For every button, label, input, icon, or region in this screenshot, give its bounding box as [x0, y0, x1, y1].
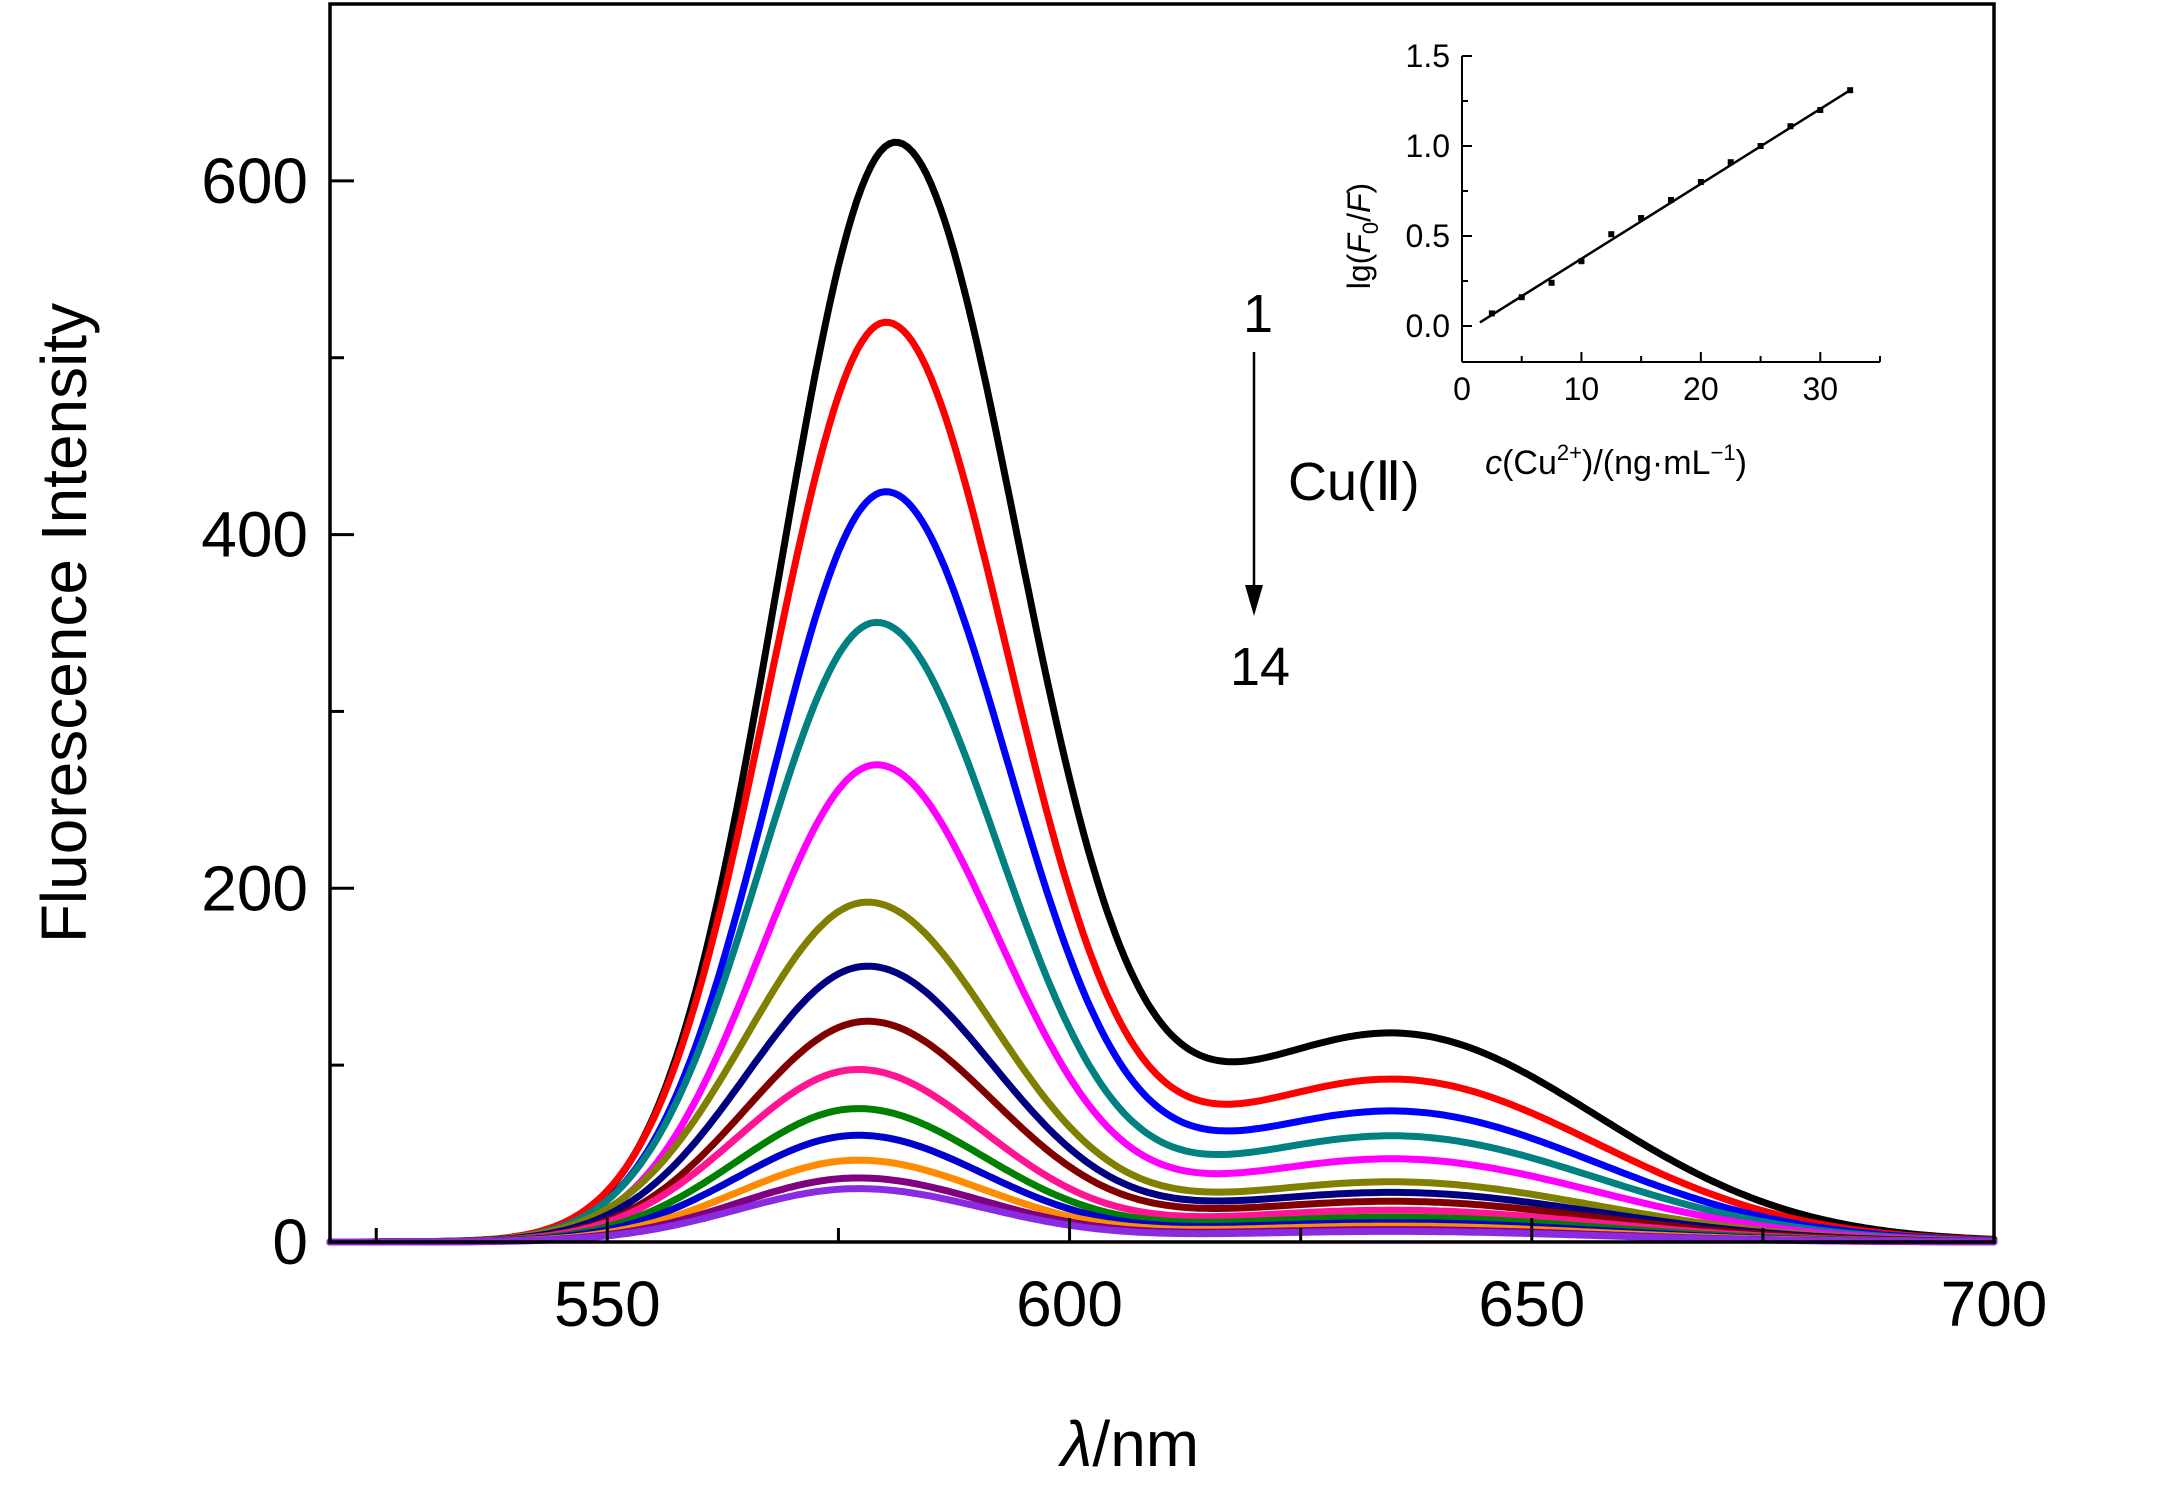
inset-data-point	[1548, 279, 1555, 286]
inset-x-label-unit: )/(ng·mL	[1582, 444, 1710, 482]
inset-x-axis-ticks: 0 10 20 30	[1453, 352, 1881, 407]
x-axis-label: λ/nm	[1058, 1408, 1199, 1480]
spectrum-line-4	[326, 618, 1998, 1246]
inset-y-tick-label: 1.5	[1406, 38, 1450, 74]
down-arrow-head	[1245, 585, 1263, 616]
plot-frame	[328, 2, 1996, 1244]
inset-x-label-c: c	[1485, 444, 1502, 482]
x-axis-label-unit: /nm	[1092, 1408, 1199, 1480]
inset-data-point	[1668, 197, 1674, 203]
inset-data-point	[1727, 159, 1734, 166]
inset-data-point	[1757, 143, 1764, 149]
inset-x-label-cu: (Cu	[1502, 444, 1557, 482]
inset-fit-line	[1479, 89, 1851, 324]
spectrum-series-group	[326, 138, 1998, 1246]
inset-y-label-close: )	[1341, 183, 1377, 194]
inset-data-point	[1638, 215, 1645, 221]
spectrum-line-5	[326, 761, 1998, 1246]
spectrum-line-2	[326, 318, 1998, 1246]
arrow-end-label: 14	[1230, 637, 1290, 697]
inset-y-label-sub0: 0	[1358, 222, 1383, 234]
x-tick-label: 600	[1016, 1268, 1123, 1340]
inset-y-tick-label: 0.0	[1406, 308, 1450, 344]
x-axis-ticks: 550 600 650 700	[374, 1218, 2048, 1340]
inset-y-axis-ticks: 0.0 0.5 1.0 1.5	[1406, 38, 1472, 344]
inset-x-tick-label: 0	[1453, 371, 1471, 407]
concentration-arrow-annotation: 1 Cu(Ⅱ) 14	[1230, 284, 1420, 697]
spectrum-line-7	[326, 962, 1998, 1246]
inset-fit-line-group	[1479, 89, 1851, 324]
inset-x-axis-label: c(Cu2+)/(ng·mL−1)	[1485, 440, 1747, 482]
inset-data-point	[1847, 87, 1854, 94]
x-tick-label: 700	[1941, 1268, 2048, 1340]
inset-x-tick-label: 30	[1802, 371, 1838, 407]
inset-data-point	[1787, 123, 1794, 130]
inset-x-tick-label: 20	[1683, 371, 1719, 407]
inset-y-label-lg: lg(	[1341, 253, 1377, 289]
inset-x-tick-label: 10	[1564, 371, 1600, 407]
inset-x-label-close: )	[1736, 444, 1747, 482]
y-tick-label: 400	[201, 499, 308, 571]
x-tick-label: 650	[1478, 1268, 1585, 1340]
x-axis-label-symbol: λ	[1058, 1408, 1093, 1480]
x-tick-label: 550	[554, 1268, 661, 1340]
inset-y-axis-label: lg(F0/F)	[1341, 183, 1383, 289]
inset-x-label-charge: 2+	[1557, 440, 1582, 465]
inset-calibration-plot: 0 10 20 30 0.0 0.5 1.0 1.5 c(Cu2+)/(ng·mL−1) l…	[1341, 38, 1881, 482]
y-tick-label: 0	[272, 1206, 308, 1278]
inset-x-label-exponent: −1	[1710, 440, 1735, 465]
y-tick-label: 200	[201, 852, 308, 924]
inset-data-point	[1488, 310, 1495, 317]
arrow-start-label: 1	[1243, 284, 1273, 344]
inset-y-tick-label: 0.5	[1406, 218, 1450, 254]
spectrum-line-6	[326, 898, 1998, 1246]
inset-y-label-slash: /	[1341, 213, 1377, 222]
inset-data-points	[1488, 87, 1854, 317]
inset-y-tick-label: 1.0	[1406, 128, 1450, 164]
y-axis-label: Fluorescence Intensity	[28, 303, 100, 943]
spectrum-line-3	[326, 488, 1998, 1246]
inset-y-label-f: F	[1341, 191, 1377, 213]
inset-data-point	[1578, 258, 1585, 265]
inset-data-point	[1697, 179, 1704, 185]
arrow-text-label: Cu(Ⅱ)	[1288, 452, 1420, 512]
y-axis-ticks: 0 200 400 600	[201, 2, 354, 1278]
inset-data-point	[1608, 231, 1615, 238]
inset-data-point	[1817, 107, 1824, 113]
inset-y-label-f0: F	[1341, 232, 1377, 254]
y-tick-label: 600	[201, 145, 308, 217]
inset-data-point	[1518, 294, 1525, 301]
